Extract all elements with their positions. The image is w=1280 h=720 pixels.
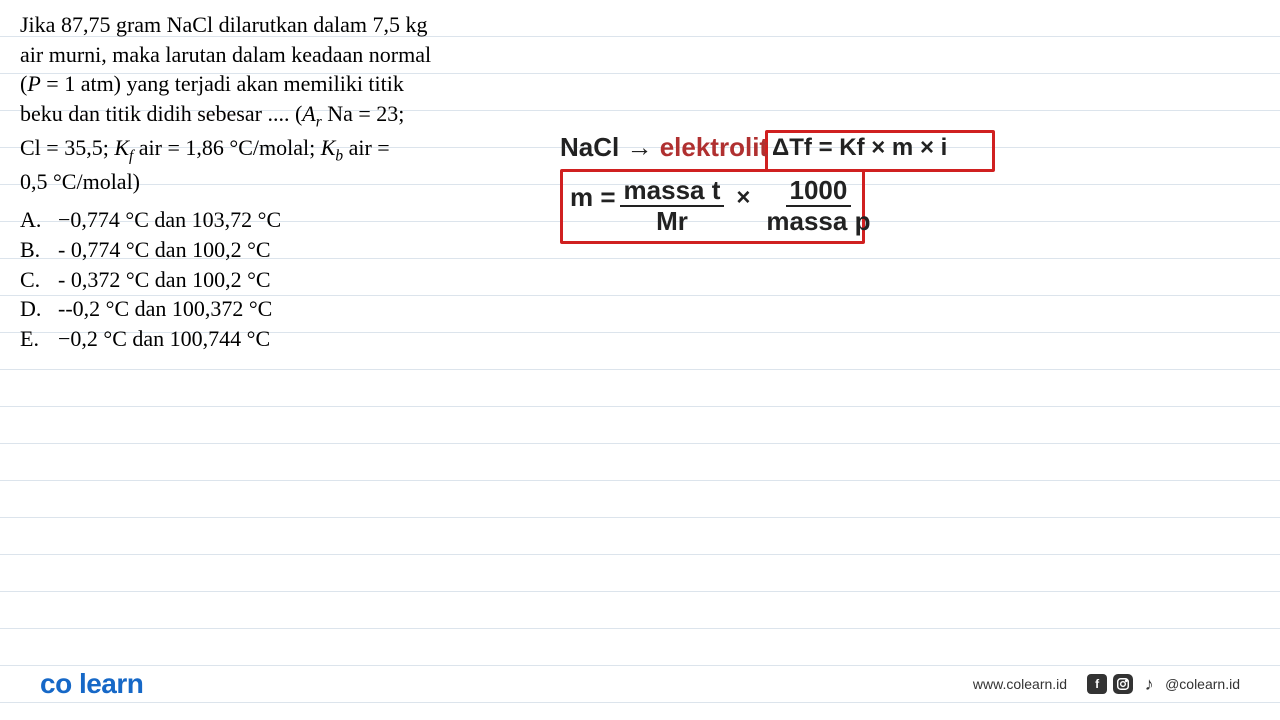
footer: co learn www.colearn.id f ♪ @colearn.id [0, 668, 1280, 700]
choice-c: C. - 0,372 °C dan 100,2 °C [20, 265, 1260, 295]
question-line-2: air murni, maka larutan dalam keadaan no… [20, 42, 431, 67]
dtf-formula: ΔTf = Kf × m × i [772, 134, 947, 162]
fraction-mass-mr: massa t Mr [620, 176, 725, 235]
question-line-4b: Na = 23; [322, 101, 405, 126]
fraction-1000-massp: 1000 massa p [762, 176, 874, 235]
choice-e: E. −0,2 °C dan 100,744 °C [20, 324, 1260, 354]
footer-right: www.colearn.id f ♪ @colearn.id [973, 674, 1240, 694]
colearn-logo: co learn [40, 668, 143, 700]
question-line-5a: Cl = 35,5; [20, 135, 114, 160]
multiply-sign: × [736, 184, 750, 212]
choice-label: A. [20, 205, 58, 235]
question-line-5c: air = [343, 135, 390, 160]
question-line-3b: = 1 atm) yang terjadi akan memiliki titi… [41, 71, 404, 96]
elektrolit-label: elektrolit [660, 132, 768, 162]
choice-d: D. --0,2 °C dan 100,372 °C [20, 294, 1260, 324]
question-line-4a: beku dan titik didih sebesar .... ( [20, 101, 302, 126]
choice-text: --0,2 °C dan 100,372 °C [58, 294, 272, 324]
question-P: P [27, 71, 40, 96]
facebook-icon: f [1087, 674, 1107, 694]
tiktok-icon: ♪ [1139, 674, 1159, 694]
m-equals: m = [570, 182, 616, 213]
frac-top-massa-t: massa t [620, 176, 725, 207]
frac-bot-massa-p: massa p [762, 207, 874, 236]
choice-label: E. [20, 324, 58, 354]
website-url: www.colearn.id [973, 676, 1067, 692]
nacl-electrolyte-note: NaCl → elektrolit [560, 132, 768, 163]
social-handle: @colearn.id [1165, 676, 1240, 692]
molality-formula: m = massa t Mr × 1000 massa p [570, 176, 878, 235]
question-Kf-K: K [114, 135, 129, 160]
choice-label: D. [20, 294, 58, 324]
choice-text: −0,774 °C dan 103,72 °C [58, 205, 281, 235]
choice-text: - 0,774 °C dan 100,2 °C [58, 235, 271, 265]
frac-bot-mr: Mr [652, 207, 692, 236]
question-Ar-A: A [302, 101, 315, 126]
choice-label: B. [20, 235, 58, 265]
social-icons: f ♪ @colearn.id [1087, 674, 1240, 694]
question-Kb-b: b [335, 148, 343, 165]
choice-text: −0,2 °C dan 100,744 °C [58, 324, 270, 354]
question-Kb-K: K [321, 135, 336, 160]
choice-label: C. [20, 265, 58, 295]
question-line-1: Jika 87,75 gram NaCl dilarutkan dalam 7,… [20, 12, 428, 37]
question-line-5b: air = 1,86 °C/molal; [133, 135, 320, 160]
question-text: Jika 87,75 gram NaCl dilarutkan dalam 7,… [20, 10, 540, 197]
instagram-icon [1113, 674, 1133, 694]
question-line-6: 0,5 °C/molal) [20, 169, 140, 194]
frac-top-1000: 1000 [786, 176, 852, 207]
choice-text: - 0,372 °C dan 100,2 °C [58, 265, 271, 295]
nacl-arrow: NaCl → [560, 132, 652, 162]
